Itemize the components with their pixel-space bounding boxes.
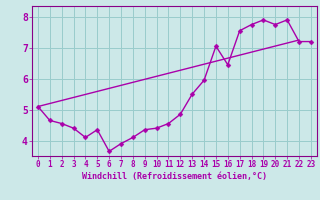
X-axis label: Windchill (Refroidissement éolien,°C): Windchill (Refroidissement éolien,°C) [82,172,267,181]
